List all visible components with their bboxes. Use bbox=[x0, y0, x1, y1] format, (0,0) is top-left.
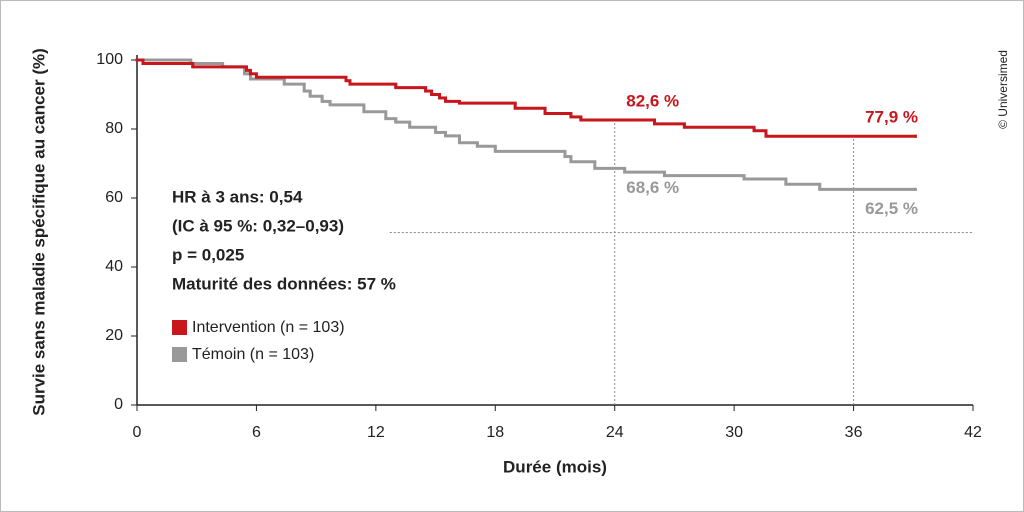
x-tick-label: 36 bbox=[845, 424, 863, 441]
value-label: 62,5 % bbox=[865, 199, 918, 218]
y-tick-label: 80 bbox=[105, 120, 123, 137]
y-tick-label: 20 bbox=[105, 327, 123, 344]
x-tick-label: 6 bbox=[252, 424, 261, 441]
legend-swatch bbox=[172, 347, 187, 362]
y-tick-label: 40 bbox=[105, 258, 123, 275]
y-tick-label: 100 bbox=[96, 51, 123, 68]
value-label: 82,6 % bbox=[626, 92, 679, 111]
y-tick-label: 0 bbox=[114, 396, 123, 413]
x-tick-label: 42 bbox=[964, 424, 982, 441]
legend-label: Témoin (n = 103) bbox=[192, 346, 314, 363]
x-tick-label: 18 bbox=[486, 424, 504, 441]
y-tick-label: 60 bbox=[105, 189, 123, 206]
annotation: HR à 3 ans: 0,54 bbox=[172, 187, 303, 206]
value-label: 68,6 % bbox=[626, 178, 679, 197]
annotation: (IC à 95 %: 0,32–0,93) bbox=[172, 216, 344, 235]
x-tick-label: 24 bbox=[606, 424, 624, 441]
legend-swatch bbox=[172, 320, 187, 335]
x-tick-label: 12 bbox=[367, 424, 385, 441]
legend-label: Intervention (n = 103) bbox=[192, 319, 345, 336]
x-axis-label: Durée (mois) bbox=[503, 457, 607, 476]
annotation: p = 0,025 bbox=[172, 245, 244, 264]
y-axis-label: Survie sans maladie spécifique au cancer… bbox=[29, 48, 48, 416]
value-label: 77,9 % bbox=[865, 108, 918, 127]
x-tick-label: 0 bbox=[133, 424, 142, 441]
credit: © Universimed bbox=[996, 50, 1010, 129]
annotation: Maturité des données: 57 % bbox=[172, 274, 396, 293]
x-tick-label: 30 bbox=[725, 424, 743, 441]
